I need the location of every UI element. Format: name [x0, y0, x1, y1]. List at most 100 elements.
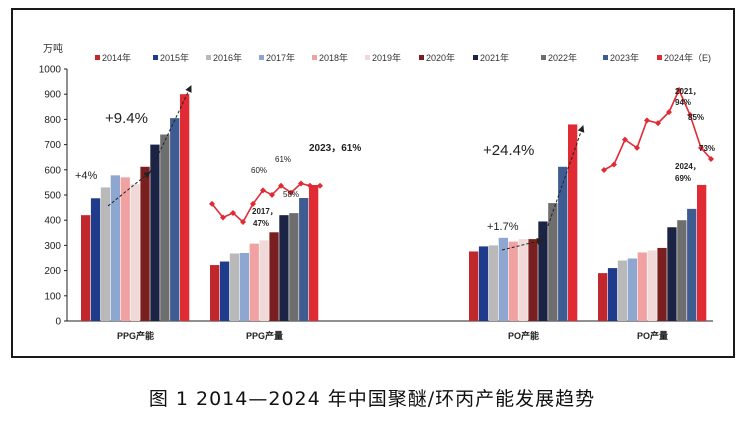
annotation-label: 69%: [675, 174, 691, 183]
bar: [498, 237, 508, 321]
bar: [249, 243, 259, 321]
figure-caption: 图 1 2014—2024 年中国聚醚/环丙产能发展趋势: [148, 388, 596, 410]
utilization-marker: [666, 109, 672, 116]
bar: [150, 144, 160, 321]
bar: [160, 134, 170, 321]
y-tick-label: 0: [55, 317, 61, 328]
annotation-label: +9.4%: [105, 110, 148, 127]
utilization-marker: [278, 182, 284, 189]
bar: [229, 253, 240, 321]
utilization-marker: [698, 144, 704, 151]
legend-entry: 2022年: [548, 52, 577, 63]
x-category-label: PPG产能: [117, 330, 154, 341]
legend-entry: 2023年: [610, 52, 639, 63]
legend-swatch: [312, 55, 317, 60]
legend-swatch: [206, 55, 211, 60]
legend-entry: 2021年: [480, 52, 509, 63]
utilization-line: [603, 88, 712, 171]
utilization-marker: [317, 182, 323, 189]
utilization-marker: [676, 87, 682, 93]
utilization-marker: [298, 180, 304, 187]
y-tick-label: 700: [44, 140, 61, 151]
utilization-marker: [288, 189, 294, 196]
annotation-label: 73%: [699, 144, 715, 153]
bar: [697, 184, 707, 321]
utilization-marker: [687, 111, 693, 118]
bar: [130, 184, 140, 321]
y-tick-label: 400: [44, 216, 61, 227]
annotation-label: 58%: [283, 190, 299, 199]
legend-swatch: [541, 55, 546, 60]
utilization-marker: [240, 219, 246, 225]
x-category-label: PPG产量: [246, 330, 283, 341]
y-unit-label: 万吨: [43, 42, 63, 55]
utilization-marker: [307, 182, 313, 189]
annotation-label: 61%: [275, 155, 291, 164]
bar: [478, 246, 489, 321]
y-tick-label: 800: [44, 115, 61, 126]
bar: [100, 187, 111, 321]
y-tick-label: 100: [44, 291, 61, 302]
annotation-label: 2024，: [675, 162, 701, 171]
y-tick-label: 500: [44, 191, 61, 202]
bar: [120, 177, 130, 321]
annotation-label: 2017，: [252, 207, 278, 216]
legend-swatch: [473, 55, 478, 60]
legend-entry: 2015年: [160, 52, 189, 63]
utilization-marker: [209, 200, 215, 207]
bar: [140, 166, 150, 321]
bar: [568, 124, 578, 321]
y-tick-label: 600: [44, 165, 61, 176]
bar: [279, 215, 289, 321]
utilization-marker: [250, 200, 256, 207]
bar: [607, 268, 618, 321]
utilization-marker: [634, 144, 640, 151]
bar: [667, 227, 677, 321]
annotation-label: +1.7%: [487, 221, 519, 233]
bar: [647, 250, 657, 321]
y-tick-label: 1000: [39, 65, 62, 76]
bar: [81, 215, 91, 321]
utilization-marker: [622, 136, 628, 143]
utilization-marker: [260, 187, 266, 194]
bar: [259, 240, 269, 321]
legend-swatch: [95, 55, 100, 60]
bar: [528, 239, 538, 321]
bar: [677, 220, 687, 321]
bar: [210, 265, 220, 321]
chart-frame: 万吨 0 100 200 300 400 500 600 700 800 900 1000 2014年 2…: [11, 8, 735, 358]
annotation-label: 85%: [688, 113, 704, 122]
bar: [548, 203, 558, 321]
legend-swatch: [603, 55, 608, 60]
legend-entry: 2020年: [426, 52, 455, 63]
legend-entry: 2019年: [372, 52, 401, 63]
bar: [598, 273, 608, 321]
legend-entry: 2016年: [213, 52, 242, 63]
bar: [90, 198, 101, 321]
bar: [170, 118, 180, 321]
y-tick-label: 900: [44, 90, 61, 101]
bar: [627, 258, 637, 321]
bar: [657, 247, 667, 321]
bar: [488, 245, 499, 321]
annotation-label: 2023，61%: [309, 143, 361, 154]
legend-entry: 2017年: [266, 52, 295, 63]
bar: [180, 94, 190, 321]
x-category-label: PO产能: [508, 330, 539, 341]
trend-arrow: [107, 171, 151, 207]
annotation-label: +24.4%: [483, 142, 534, 159]
bar: [508, 241, 518, 321]
annotation-label: 2021，: [675, 87, 701, 96]
utilization-marker: [708, 155, 714, 162]
legend-entry: 2014年: [102, 52, 131, 63]
x-category-label: PO产量: [637, 330, 668, 341]
bar: [558, 166, 568, 321]
utilization-marker: [611, 161, 617, 168]
bar: [518, 239, 528, 321]
bar-chart: 万吨 0 100 200 300 400 500 600 700 800 900 1000 2014年 2…: [39, 42, 715, 341]
legend-swatch: [657, 55, 662, 60]
bar: [637, 252, 647, 321]
annotation-label: 47%: [253, 219, 269, 228]
bar: [309, 185, 319, 321]
utilization-marker: [230, 209, 236, 216]
